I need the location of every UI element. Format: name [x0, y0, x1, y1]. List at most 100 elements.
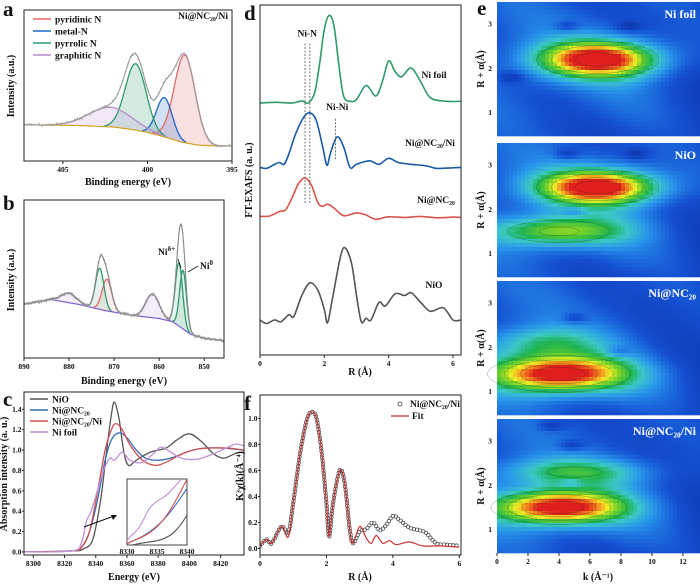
heatmap-cell	[509, 353, 514, 358]
heatmap-cell	[613, 175, 618, 180]
heatmap-cell	[673, 58, 678, 63]
heatmap-cell	[677, 207, 682, 212]
heatmap-cell	[629, 309, 634, 314]
heatmap-cell	[529, 275, 534, 278]
heatmap-cell	[645, 58, 650, 63]
heatmap-cell	[525, 66, 530, 71]
heatmap-cell	[557, 333, 562, 338]
heatmap-cell	[533, 42, 538, 47]
heatmap-cell	[565, 263, 570, 268]
heatmap-cell	[505, 179, 510, 184]
a-x-tick-label: 405	[57, 165, 69, 174]
heatmap-cell	[633, 34, 638, 39]
heatmap-cell	[601, 42, 606, 47]
heatmap-cell	[597, 263, 602, 268]
heatmap-cell	[629, 70, 634, 75]
heatmap-cell	[509, 313, 514, 318]
heatmap-cell	[597, 159, 602, 164]
heatmap-cell	[509, 207, 514, 212]
heatmap-cell	[577, 297, 582, 302]
heatmap-cell	[589, 106, 594, 111]
heatmap-cell	[573, 259, 578, 264]
heatmap-cell	[661, 38, 666, 43]
heatmap-cell	[589, 151, 594, 156]
heatmap-cell	[665, 337, 670, 342]
heatmap-cell	[541, 275, 546, 278]
heatmap-cell	[633, 255, 638, 260]
heatmap-cell	[653, 293, 658, 298]
heatmap-cell	[605, 285, 610, 290]
heatmap-cell	[509, 349, 514, 354]
heatmap-cell	[649, 18, 654, 23]
heatmap-cell	[613, 259, 618, 264]
heatmap-cell	[693, 22, 698, 27]
heatmap-cell	[653, 203, 658, 208]
heatmap-cell	[637, 62, 642, 67]
heatmap-cell	[517, 114, 522, 119]
heatmap-cell	[605, 175, 610, 180]
heatmap-cell	[541, 2, 546, 7]
heatmap-cell	[637, 98, 642, 103]
heatmap-cell	[517, 134, 522, 137]
heatmap-cell	[557, 14, 562, 19]
b-raw-data-point	[198, 335, 201, 337]
heatmap-cell	[517, 309, 522, 314]
heatmap-cell	[525, 313, 530, 318]
heatmap-cell	[537, 179, 542, 184]
heatmap-cell	[665, 151, 670, 156]
heatmap-cell	[685, 199, 690, 204]
heatmap-cell	[641, 267, 646, 272]
heatmap-cell	[645, 195, 650, 200]
heatmap-cell	[525, 90, 530, 95]
heatmap-cell	[517, 187, 522, 192]
heatmap-cell	[681, 2, 686, 7]
heatmap-cell	[613, 223, 618, 228]
heatmap-cell	[529, 66, 534, 71]
heatmap-cell	[553, 183, 558, 188]
heatmap-cell	[553, 345, 558, 350]
heatmap-cell	[601, 50, 606, 55]
c-series-line	[24, 422, 244, 553]
heatmap-cell	[693, 211, 698, 216]
heatmap-cell	[501, 50, 506, 55]
heatmap-cell	[573, 70, 578, 75]
heatmap-cell	[657, 98, 662, 103]
heatmap-cell	[581, 297, 586, 302]
heatmap-cell	[597, 285, 602, 290]
heatmap-cell	[609, 18, 614, 23]
heatmap-cell	[645, 22, 650, 27]
heatmap-cell	[641, 163, 646, 168]
heatmap-cell	[573, 147, 578, 152]
heatmap-cell	[669, 195, 674, 200]
heatmap-cell	[689, 143, 694, 148]
heatmap-cell	[697, 147, 700, 152]
heatmap-cell	[537, 134, 542, 137]
heatmap-cell	[589, 130, 594, 135]
heatmap-cell	[589, 329, 594, 334]
heatmap-cell	[549, 313, 554, 318]
heatmap-cell	[601, 329, 606, 334]
heatmap-cell	[597, 14, 602, 19]
heatmap-cell	[673, 353, 678, 358]
heatmap-cell	[573, 305, 578, 310]
heatmap-cell	[581, 2, 586, 7]
heatmap-cell	[597, 147, 602, 152]
heatmap-cell	[673, 203, 678, 208]
heatmap-cell	[505, 143, 510, 148]
heatmap-cell	[533, 167, 538, 172]
heatmap-cell	[617, 82, 622, 87]
heatmap-cell	[657, 78, 662, 83]
heatmap-cell	[541, 90, 546, 95]
heatmap-cell	[585, 122, 590, 127]
heatmap-cell	[573, 219, 578, 224]
heatmap-cell	[593, 187, 598, 192]
heatmap-cell	[525, 50, 530, 55]
heatmap-cell	[697, 50, 700, 55]
heatmap-cell	[549, 259, 554, 264]
heatmap-cell	[685, 2, 690, 7]
heatmap-cell	[533, 58, 538, 63]
heatmap-cell	[581, 94, 586, 99]
heatmap-cell	[501, 353, 506, 358]
heatmap-cell	[505, 357, 510, 362]
heatmap-cell	[649, 94, 654, 99]
